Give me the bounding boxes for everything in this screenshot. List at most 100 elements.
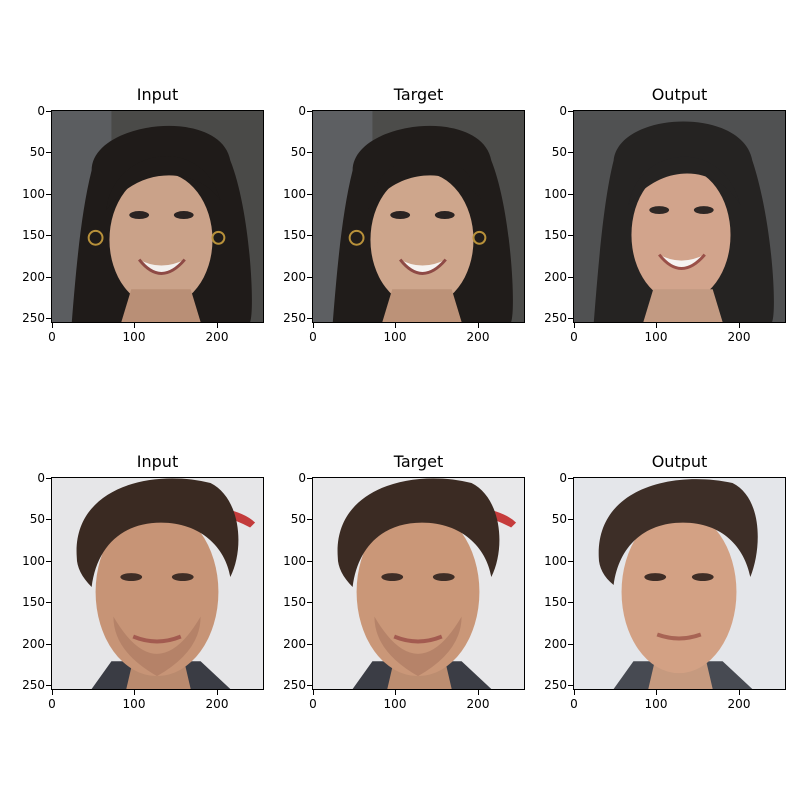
x-tick-mark <box>739 690 740 695</box>
y-tick-label: 150 <box>283 228 306 242</box>
y-tick-label: 100 <box>544 554 567 568</box>
x-tick-label: 100 <box>383 330 407 344</box>
y-tick-label: 200 <box>283 270 306 284</box>
x-tick-label: 200 <box>466 330 490 344</box>
y-tick-mark <box>568 602 573 603</box>
y-tick-label: 100 <box>22 187 45 201</box>
y-tick-mark <box>568 644 573 645</box>
y-tick-mark <box>307 519 312 520</box>
y-tick-mark <box>46 519 51 520</box>
y-tick-mark <box>307 561 312 562</box>
panel-row1-target: Target 0 50 100 150 200 250 0 100 200 <box>283 86 525 344</box>
y-tick-label: 100 <box>544 187 567 201</box>
panel-title: Output <box>651 85 708 104</box>
x-tick-mark <box>395 323 396 328</box>
panel-row2-output: Output 0 50 100 150 200 250 0 100 200 <box>544 453 786 711</box>
man-face-image <box>52 478 263 689</box>
image-axes <box>51 110 264 323</box>
y-tick-mark <box>46 111 51 112</box>
man-face-image <box>313 478 524 689</box>
y-tick-mark <box>568 561 573 562</box>
x-tick-mark <box>52 323 53 328</box>
x-tick-mark <box>313 690 314 695</box>
y-tick-mark <box>46 478 51 479</box>
panel-title: Target <box>393 85 444 104</box>
image-axes <box>573 477 786 690</box>
x-tick-label: 200 <box>205 330 229 344</box>
x-tick-mark <box>217 690 218 695</box>
y-tick-mark <box>307 111 312 112</box>
y-tick-mark <box>568 277 573 278</box>
image-axes <box>312 110 525 323</box>
y-tick-label: 200 <box>283 637 306 651</box>
y-tick-label: 150 <box>283 595 306 609</box>
panel-row2-target: Target 0 50 100 150 200 250 0 100 200 <box>283 453 525 711</box>
y-tick-label: 0 <box>37 471 45 485</box>
y-tick-label: 0 <box>559 471 567 485</box>
y-tick-label: 150 <box>22 228 45 242</box>
x-tick-label: 0 <box>570 330 578 344</box>
y-tick-label: 200 <box>544 270 567 284</box>
x-tick-mark <box>395 690 396 695</box>
y-tick-mark <box>46 277 51 278</box>
y-tick-mark <box>46 602 51 603</box>
y-tick-mark <box>568 111 573 112</box>
y-tick-label: 0 <box>37 104 45 118</box>
y-tick-mark <box>307 277 312 278</box>
y-tick-mark <box>307 152 312 153</box>
y-tick-label: 200 <box>22 637 45 651</box>
y-tick-mark <box>307 478 312 479</box>
y-tick-mark <box>46 318 51 319</box>
woman-face-image <box>52 111 263 322</box>
panel-row2-input: Input 0 50 100 150 200 250 0 100 200 <box>22 453 264 711</box>
y-tick-label: 250 <box>544 311 567 325</box>
y-tick-mark <box>307 235 312 236</box>
x-tick-label: 100 <box>383 697 407 711</box>
y-tick-label: 50 <box>29 512 45 526</box>
y-tick-mark <box>568 318 573 319</box>
y-tick-mark <box>568 235 573 236</box>
x-tick-mark <box>574 690 575 695</box>
y-tick-mark <box>307 194 312 195</box>
y-tick-label: 50 <box>29 145 45 159</box>
panel-row1-output: Output 0 50 100 150 200 250 0 100 200 <box>544 86 786 344</box>
y-tick-mark <box>568 519 573 520</box>
y-tick-label: 100 <box>22 554 45 568</box>
x-tick-mark <box>134 323 135 328</box>
y-tick-mark <box>46 235 51 236</box>
y-tick-mark <box>568 685 573 686</box>
x-tick-mark <box>574 323 575 328</box>
x-tick-mark <box>134 690 135 695</box>
y-tick-label: 250 <box>22 678 45 692</box>
y-tick-label: 50 <box>290 145 306 159</box>
y-tick-label: 150 <box>22 595 45 609</box>
x-tick-label: 100 <box>122 697 146 711</box>
man-face-image <box>574 478 785 689</box>
y-tick-mark <box>568 478 573 479</box>
x-tick-label: 200 <box>727 330 751 344</box>
y-tick-mark <box>307 644 312 645</box>
y-tick-label: 0 <box>298 104 306 118</box>
x-tick-label: 200 <box>727 697 751 711</box>
y-tick-label: 50 <box>551 145 567 159</box>
panel-title: Target <box>393 452 444 471</box>
x-tick-mark <box>313 323 314 328</box>
y-tick-mark <box>46 644 51 645</box>
x-tick-mark <box>478 323 479 328</box>
y-tick-label: 250 <box>283 311 306 325</box>
y-tick-label: 150 <box>544 228 567 242</box>
y-tick-mark <box>307 318 312 319</box>
y-tick-label: 100 <box>283 187 306 201</box>
y-tick-label: 150 <box>544 595 567 609</box>
y-tick-mark <box>568 194 573 195</box>
woman-face-image <box>574 111 785 322</box>
x-tick-mark <box>52 690 53 695</box>
image-axes <box>51 477 264 690</box>
y-tick-label: 50 <box>551 512 567 526</box>
x-tick-label: 100 <box>644 697 668 711</box>
y-tick-mark <box>46 561 51 562</box>
y-tick-label: 100 <box>283 554 306 568</box>
y-tick-label: 250 <box>283 678 306 692</box>
y-tick-mark <box>46 152 51 153</box>
image-axes <box>312 477 525 690</box>
